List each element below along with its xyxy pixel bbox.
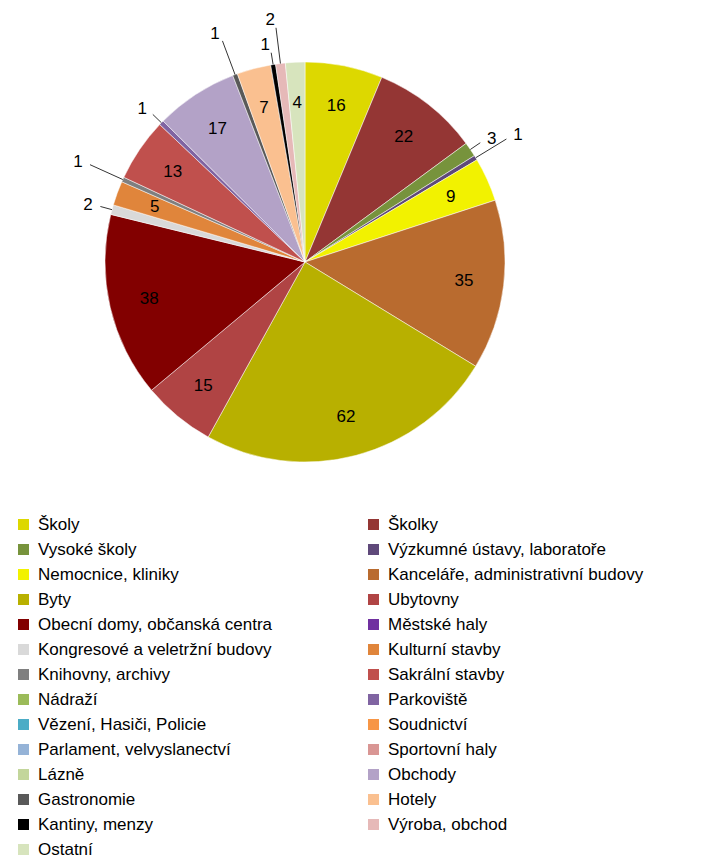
html-text:Lázně: Lázně — [38, 764, 85, 784]
svg-text:22: 22 — [394, 127, 413, 146]
svg-text:7: 7 — [259, 98, 268, 117]
svg-text:1: 1 — [210, 24, 219, 43]
svg-text:2: 2 — [266, 10, 275, 29]
html-text:Školky: Školky — [388, 514, 439, 534]
svg-text:1: 1 — [513, 125, 522, 144]
svg-text:13: 13 — [163, 162, 182, 181]
svg-text:17: 17 — [208, 119, 227, 138]
html-text:Sportovní haly: Sportovní haly — [388, 739, 497, 759]
svg-text:62: 62 — [336, 407, 355, 426]
svg-text:3: 3 — [487, 129, 496, 148]
svg-text:2: 2 — [83, 195, 92, 214]
html-text:Gastronomie: Gastronomie — [38, 789, 136, 809]
svg-text:38: 38 — [140, 289, 159, 308]
html-text:Kanceláře, administrativní bud: Kanceláře, administrativní budovy — [388, 564, 644, 584]
html-text:Knihovny, archivy: Knihovny, archivy — [38, 664, 170, 684]
svg-text:35: 35 — [454, 271, 473, 290]
html-text:Kongresové a veletržní budovy: Kongresové a veletržní budovy — [38, 639, 272, 659]
svg-text:1: 1 — [73, 152, 82, 171]
html-text:Hotely: Hotely — [388, 789, 437, 809]
html-text:Ubytovny: Ubytovny — [388, 589, 459, 609]
html-text:Parkoviště: Parkoviště — [388, 689, 468, 709]
html-text:Kulturní stavby: Kulturní stavby — [388, 639, 501, 659]
html-text:Byty: Byty — [38, 589, 72, 609]
html-text:Výroba, obchod: Výroba, obchod — [388, 814, 508, 834]
html-text:Vysoké školy: Vysoké školy — [38, 539, 137, 559]
html-text:Školy: Školy — [38, 514, 80, 534]
html-text:Obchody: Obchody — [388, 764, 456, 784]
svg-text:9: 9 — [446, 187, 455, 206]
svg-text:16: 16 — [327, 96, 346, 115]
html-text:Parlament, velvyslanectví: Parlament, velvyslanectví — [38, 739, 231, 759]
svg-text:1: 1 — [138, 99, 147, 118]
html-text:Vězení, Hasiči, Policie: Vězení, Hasiči, Policie — [38, 714, 207, 734]
html-text:Městské haly: Městské haly — [388, 614, 488, 634]
html-text:Nádraží: Nádraží — [38, 689, 98, 709]
html-text:Sakrální stavby: Sakrální stavby — [388, 664, 505, 684]
svg-text:5: 5 — [150, 197, 159, 216]
html-text:Nemocnice, kliniky: Nemocnice, kliniky — [38, 564, 179, 584]
svg-text:1: 1 — [260, 35, 269, 54]
svg-text:15: 15 — [194, 376, 213, 395]
html-text:Ostatní: Ostatní — [38, 839, 93, 859]
html-text:Výzkumné ústavy, laboratoře: Výzkumné ústavy, laboratoře — [388, 539, 606, 559]
html-text:Soudnictví: Soudnictví — [388, 714, 468, 734]
html-text:Kantiny, menzy: Kantiny, menzy — [38, 814, 153, 834]
html-text:Obecní domy, občanská centra: Obecní domy, občanská centra — [38, 614, 272, 634]
svg-text:4: 4 — [292, 93, 301, 112]
